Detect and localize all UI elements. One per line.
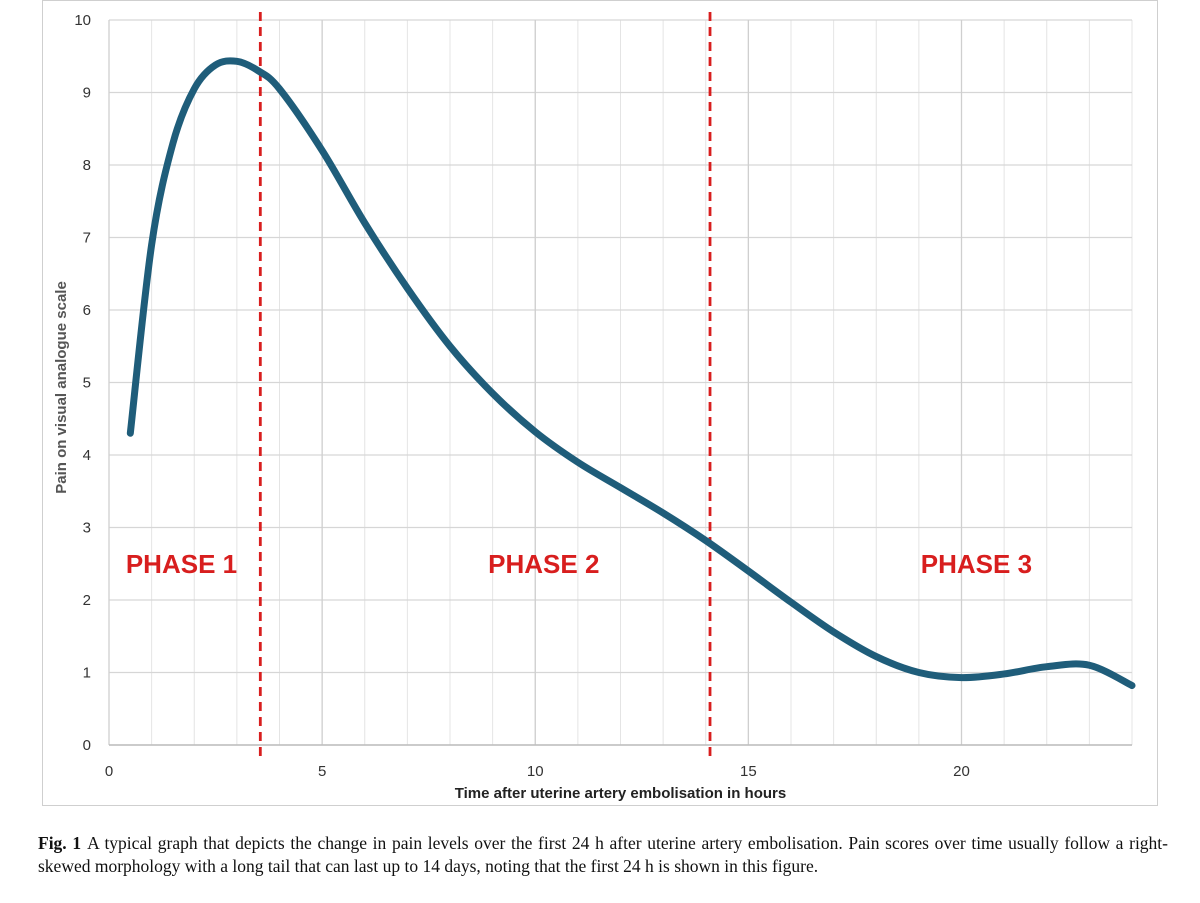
line-chart: 0 1 2 3 4 5 6 7 8 9 10 0 5 10 15 20 Time after uterine a… xyxy=(53,12,1136,802)
phase-label-2: PHASE 2 xyxy=(488,549,599,579)
y-tick-label: 0 xyxy=(83,737,91,754)
series-line-pain-score xyxy=(126,57,1136,690)
figure-frame xyxy=(42,0,1158,806)
y-tick-label: 4 xyxy=(83,447,91,464)
y-tick-label: 9 xyxy=(83,85,91,102)
y-tick-label: 3 xyxy=(83,520,91,537)
caption-text: A typical graph that depicts the change … xyxy=(38,833,1168,876)
x-axis-title: Time after uterine artery embolisation i… xyxy=(455,785,786,802)
y-tick-label: 7 xyxy=(83,230,91,247)
figure-label: Fig. 1 xyxy=(38,833,82,853)
y-tick-label: 2 xyxy=(83,592,91,609)
y-tick-label: 5 xyxy=(83,375,91,392)
phase-label-1: PHASE 1 xyxy=(126,549,237,579)
phase-label-3: PHASE 3 xyxy=(921,549,1032,579)
y-axis-title: Pain on visual analogue scale xyxy=(53,281,70,494)
y-tick-label: 1 xyxy=(83,665,91,682)
x-tick-label: 20 xyxy=(953,763,970,780)
y-tick-label: 8 xyxy=(83,157,91,174)
x-tick-label: 15 xyxy=(740,763,757,780)
x-tick-label: 10 xyxy=(527,763,544,780)
y-tick-label: 6 xyxy=(83,302,91,319)
x-tick-label: 0 xyxy=(105,763,113,780)
y-tick-label: 10 xyxy=(74,12,91,29)
x-tick-label: 5 xyxy=(318,763,326,780)
